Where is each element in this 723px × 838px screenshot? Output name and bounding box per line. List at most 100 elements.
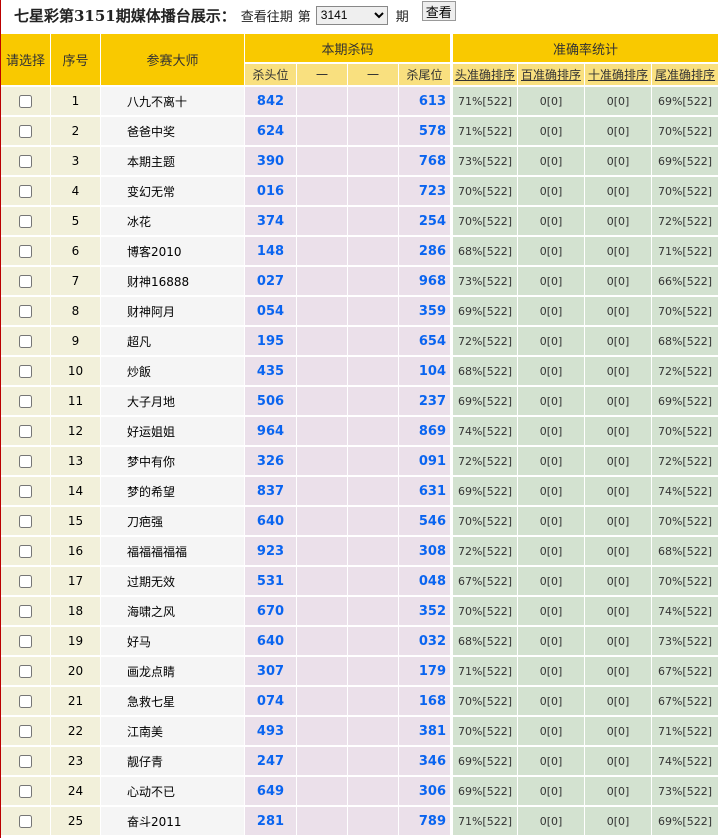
kill-empty [297,537,347,565]
row-index: 20 [51,657,100,685]
stat-hundred: 0[0] [518,537,584,565]
stat-ten: 0[0] [585,237,651,265]
kill-empty [348,537,398,565]
stat-ten: 0[0] [585,537,651,565]
kill-head: 016 [245,177,296,205]
kill-head: 964 [245,417,296,445]
row-checkbox[interactable] [19,424,32,438]
row-checkbox[interactable] [19,544,32,558]
master-name: 财神阿月 [101,297,244,325]
kill-head: 390 [245,147,296,175]
row-checkbox[interactable] [19,484,32,498]
kill-head: 640 [245,627,296,655]
kill-empty [348,717,398,745]
view-button[interactable]: 查看 [421,1,456,21]
kill-empty [297,477,347,505]
row-checkbox[interactable] [19,304,32,318]
stat-col-header[interactable]: 头准确排序 [453,64,517,85]
kill-head: 307 [245,657,296,685]
row-checkbox[interactable] [19,364,32,378]
row-index: 24 [51,777,100,805]
kill-empty [297,567,347,595]
row-checkbox[interactable] [19,694,32,708]
row-checkbox[interactable] [19,454,32,468]
row-checkbox[interactable] [19,514,32,528]
stat-ten: 0[0] [585,717,651,745]
row-checkbox[interactable] [19,784,32,798]
kill-head: 531 [245,567,296,595]
stat-hundred: 0[0] [518,567,584,595]
kill-empty [297,267,347,295]
stat-ten: 0[0] [585,417,651,445]
kill-empty [297,597,347,625]
kill-head: 923 [245,537,296,565]
period-select[interactable]: 3141 [315,5,388,25]
page-title: 七星彩第3151期媒体播台展示： [14,6,236,25]
stat-ten: 0[0] [585,507,651,535]
row-checkbox[interactable] [19,94,32,108]
row-index: 16 [51,537,100,565]
kill-tail: 346 [399,747,450,775]
row-index: 7 [51,267,100,295]
row-checkbox[interactable] [19,634,32,648]
row-checkbox[interactable] [19,244,32,258]
stat-hundred: 0[0] [518,177,584,205]
kill-empty [348,507,398,535]
select-cell [1,687,50,715]
stat-unit: 66%[522] [652,267,718,295]
row-checkbox[interactable] [19,754,32,768]
stat-unit: 73%[522] [652,627,718,655]
stat-head: 72%[522] [453,537,517,565]
row-checkbox[interactable] [19,814,32,828]
kill-head: 054 [245,297,296,325]
stat-head: 68%[522] [453,357,517,385]
master-name: 刀疤强 [101,507,244,535]
col-index-header: 序号 [51,34,100,85]
kill-col-header: 一 [348,64,398,85]
stat-ten: 0[0] [585,567,651,595]
stat-unit: 69%[522] [652,387,718,415]
stat-col-header[interactable]: 尾准确排序 [652,64,718,85]
kill-empty [297,117,347,145]
kill-empty [348,687,398,715]
row-checkbox[interactable] [19,154,32,168]
select-cell [1,147,50,175]
stat-head: 70%[522] [453,717,517,745]
kill-tail: 048 [399,567,450,595]
stat-head: 70%[522] [453,207,517,235]
stat-unit: 72%[522] [652,357,718,385]
select-cell [1,207,50,235]
select-cell [1,387,50,415]
stat-ten: 0[0] [585,387,651,415]
row-checkbox[interactable] [19,574,32,588]
kill-empty [297,717,347,745]
master-name: 财神16888 [101,267,244,295]
kill-head: 506 [245,387,296,415]
row-checkbox[interactable] [19,274,32,288]
row-checkbox[interactable] [19,334,32,348]
stat-unit: 69%[522] [652,147,718,175]
stat-unit: 72%[522] [652,207,718,235]
row-checkbox[interactable] [19,604,32,618]
stat-unit: 74%[522] [652,747,718,775]
master-name: 八九不离十 [101,87,244,115]
kill-tail: 359 [399,297,450,325]
row-checkbox[interactable] [19,124,32,138]
stat-head: 68%[522] [453,627,517,655]
row-checkbox[interactable] [19,664,32,678]
kill-tail: 308 [399,537,450,565]
stat-unit: 72%[522] [652,447,718,475]
row-checkbox[interactable] [19,394,32,408]
kill-empty [297,747,347,775]
kill-empty [297,657,347,685]
select-cell [1,477,50,505]
row-checkbox[interactable] [19,214,32,228]
stat-col-header[interactable]: 百准确排序 [518,64,584,85]
kill-head: 195 [245,327,296,355]
stat-unit: 67%[522] [652,687,718,715]
kill-empty [297,807,347,835]
row-checkbox[interactable] [19,184,32,198]
stat-col-header[interactable]: 十准确排序 [585,64,651,85]
header-bar: 七星彩第3151期媒体播台展示： 查看往期 第 3141 期 查看 [14,0,456,30]
row-checkbox[interactable] [19,724,32,738]
